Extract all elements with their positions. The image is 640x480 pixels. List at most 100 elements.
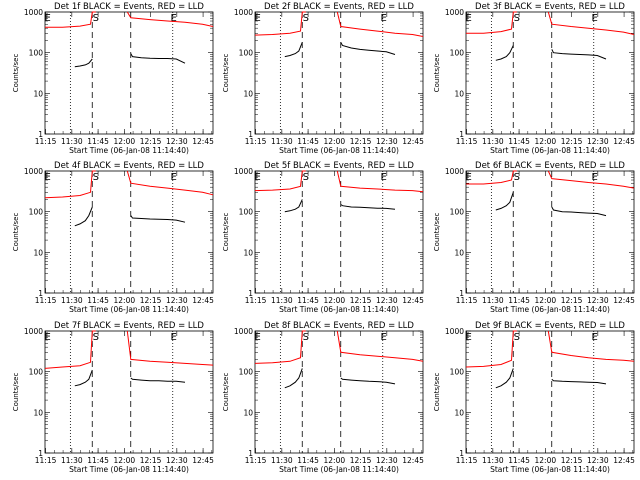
x-tick-label: 11:45 bbox=[508, 137, 530, 146]
interval-marker-label: E bbox=[465, 13, 471, 24]
x-tick-label: 11:15 bbox=[456, 296, 478, 305]
interval-marker-label: E bbox=[44, 332, 50, 343]
x-tick-label: 12:30 bbox=[376, 456, 398, 465]
x-tick-label: 12:00 bbox=[114, 456, 136, 465]
x-tick-label: 11:15 bbox=[245, 296, 267, 305]
x-tick-label: 12:15 bbox=[350, 137, 372, 146]
y-tick-label: 100 bbox=[239, 49, 254, 58]
events-series-line bbox=[284, 42, 303, 58]
y-tick-label: 1 bbox=[459, 130, 464, 139]
x-tick-label: 12:45 bbox=[192, 456, 214, 465]
x-tick-label: 11:30 bbox=[61, 137, 83, 146]
panel-title: Det 4f BLACK = Events, RED = LLD bbox=[54, 161, 204, 171]
interval-marker-label: S bbox=[514, 13, 520, 24]
x-tick-label: 12:45 bbox=[613, 456, 635, 465]
x-tick-label: 12:15 bbox=[140, 456, 162, 465]
y-tick-label: 1 bbox=[38, 130, 43, 139]
x-tick-label: 12:00 bbox=[114, 296, 136, 305]
x-tick-label: 12:45 bbox=[402, 296, 424, 305]
interval-marker-label: S bbox=[93, 332, 99, 343]
x-tick-label: 12:30 bbox=[587, 137, 609, 146]
x-tick-label: 11:15 bbox=[456, 456, 478, 465]
events-series-line bbox=[551, 49, 607, 60]
y-tick-label: 1000 bbox=[234, 167, 253, 176]
panel-title: Det 3f BLACK = Events, RED = LLD bbox=[475, 2, 625, 12]
lld-series-line bbox=[254, 11, 306, 36]
panel-title: Det 5f BLACK = Events, RED = LLD bbox=[264, 161, 414, 171]
detector-panel: Det 5f BLACK = Events, RED = LLD 1 10 100 10… bbox=[222, 161, 424, 314]
y-tick-label: 100 bbox=[239, 208, 254, 217]
x-axis-title: Start Time (06-Jan-08 11:14:40) bbox=[490, 305, 610, 314]
events-series-line bbox=[284, 368, 303, 389]
x-tick-label: 11:30 bbox=[271, 296, 293, 305]
x-tick-label: 11:30 bbox=[482, 456, 504, 465]
x-tick-label: 12:45 bbox=[613, 137, 635, 146]
y-tick-label: 10 bbox=[243, 408, 253, 417]
events-series-line bbox=[340, 204, 396, 210]
detector-panel: Det 8f BLACK = Events, RED = LLD 1 10 100 10… bbox=[222, 321, 424, 474]
x-tick-label: 11:15 bbox=[35, 137, 57, 146]
y-axis-title: Counts/sec bbox=[222, 373, 230, 412]
detector-panel: Det 3f BLACK = Events, RED = LLD 1 10 100 10… bbox=[433, 2, 635, 155]
y-tick-label: 100 bbox=[239, 368, 254, 377]
interval-marker-label: E bbox=[465, 332, 471, 343]
x-tick-label: 12:00 bbox=[324, 456, 346, 465]
lld-series-line bbox=[254, 170, 306, 192]
y-tick-label: 1 bbox=[248, 130, 253, 139]
x-tick-label: 11:15 bbox=[245, 137, 267, 146]
y-tick-label: 1000 bbox=[24, 8, 43, 17]
x-tick-label: 12:30 bbox=[376, 137, 398, 146]
y-tick-label: 10 bbox=[454, 89, 464, 98]
lld-series-line bbox=[547, 170, 635, 189]
lld-series-line bbox=[547, 11, 635, 35]
interval-marker-label: S bbox=[303, 332, 309, 343]
interval-marker-label: S bbox=[514, 332, 520, 343]
y-tick-label: 1 bbox=[459, 449, 464, 458]
plot-frame bbox=[465, 170, 635, 294]
x-tick-label: 12:15 bbox=[140, 137, 162, 146]
x-tick-label: 12:30 bbox=[587, 456, 609, 465]
events-series-line bbox=[340, 42, 396, 55]
y-axis-title: Counts/sec bbox=[433, 373, 441, 412]
x-tick-label: 11:30 bbox=[271, 456, 293, 465]
lld-series-line bbox=[126, 11, 214, 27]
lld-series-line bbox=[336, 170, 424, 193]
events-series-line bbox=[130, 53, 186, 64]
x-tick-label: 11:30 bbox=[482, 137, 504, 146]
lld-series-line bbox=[126, 170, 214, 196]
y-axis-title: Counts/sec bbox=[222, 54, 230, 93]
interval-marker-label: E bbox=[591, 13, 597, 24]
x-tick-label: 12:45 bbox=[402, 456, 424, 465]
x-tick-label: 12:15 bbox=[140, 296, 162, 305]
x-tick-label: 12:30 bbox=[166, 137, 188, 146]
x-tick-label: 11:30 bbox=[271, 137, 293, 146]
y-tick-label: 10 bbox=[33, 408, 43, 417]
x-tick-label: 12:30 bbox=[166, 456, 188, 465]
events-series-line bbox=[130, 377, 186, 383]
x-tick-label: 12:15 bbox=[350, 456, 372, 465]
detector-panel: Det 1f BLACK = Events, RED = LLD 1 10 100 10… bbox=[12, 2, 214, 155]
interval-marker-label: E bbox=[254, 172, 260, 183]
panel-title: Det 1f BLACK = Events, RED = LLD bbox=[54, 2, 204, 12]
interval-marker-label: S bbox=[303, 13, 309, 24]
plot-frame bbox=[44, 330, 214, 454]
y-tick-label: 10 bbox=[33, 248, 43, 257]
lld-series-line bbox=[44, 330, 96, 369]
x-tick-label: 11:45 bbox=[297, 296, 319, 305]
detector-panel: Det 7f BLACK = Events, RED = LLD 1 10 100 10… bbox=[12, 321, 214, 474]
events-series-line bbox=[74, 58, 93, 68]
plot-frame bbox=[254, 170, 424, 294]
events-series-line bbox=[495, 45, 514, 61]
detector-panel: Det 2f BLACK = Events, RED = LLD 1 10 100 10… bbox=[222, 2, 424, 155]
interval-marker-label: E bbox=[465, 172, 471, 183]
interval-marker-label: S bbox=[93, 13, 99, 24]
x-tick-label: 11:15 bbox=[456, 137, 478, 146]
x-tick-label: 12:30 bbox=[587, 296, 609, 305]
y-axis-title: Counts/sec bbox=[12, 213, 20, 252]
y-axis-title: Counts/sec bbox=[433, 54, 441, 93]
y-tick-label: 10 bbox=[33, 89, 43, 98]
interval-marker-label: E bbox=[170, 332, 176, 343]
interval-marker-label: E bbox=[44, 13, 50, 24]
x-tick-label: 11:30 bbox=[61, 456, 83, 465]
events-series-line bbox=[495, 368, 514, 389]
